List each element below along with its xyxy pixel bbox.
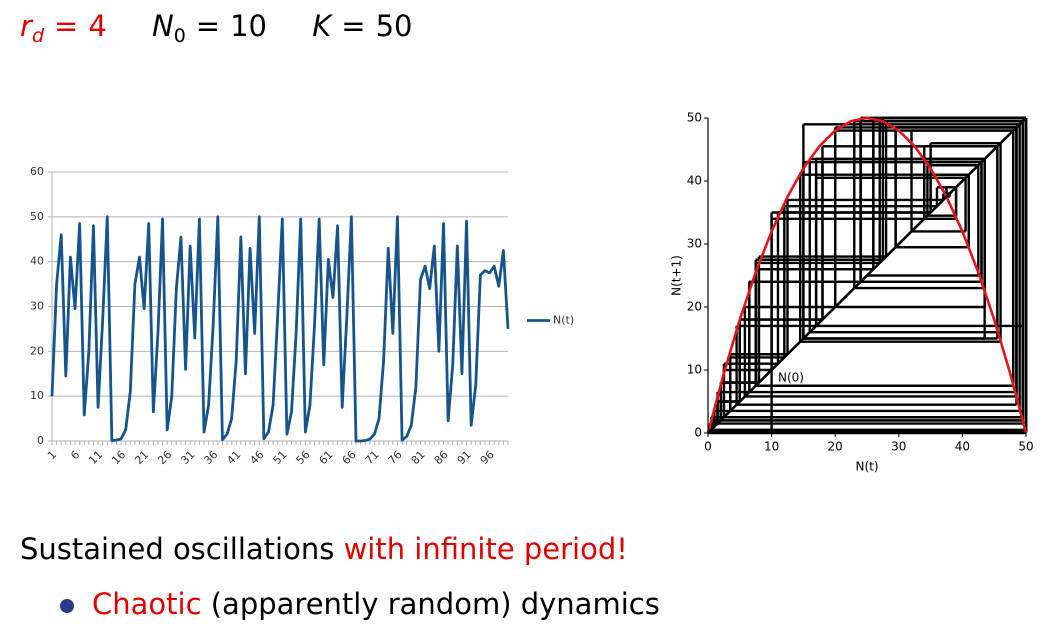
bullet — [60, 599, 74, 613]
y-tick-label: 40 — [30, 255, 44, 268]
x-tick-label: 41 — [224, 448, 243, 467]
x-tick-label: 46 — [247, 448, 266, 467]
x-tick-label: 86 — [432, 448, 451, 467]
x-tick-label: 56 — [293, 448, 312, 467]
curve — [706, 116, 1028, 434]
x-tick-label: 36 — [201, 448, 220, 467]
x-tick-label: 91 — [455, 448, 474, 467]
statement-text: Sustained oscillations — [20, 532, 344, 566]
param-value: 4 — [88, 9, 106, 43]
y-tick-label: 60 — [30, 165, 44, 178]
x-tick-label: 0 — [704, 440, 712, 454]
param-name: r — [20, 9, 34, 43]
y-tick-label: 10 — [687, 363, 702, 377]
y-tick-label: 10 — [30, 389, 44, 402]
param-value: 10 — [230, 9, 267, 43]
x-tick-label: 16 — [109, 448, 128, 467]
x-tick-label: 96 — [478, 448, 497, 467]
bullet-text: Chaotic (apparently random) dynamics — [92, 587, 660, 621]
y-tick-label: 50 — [687, 111, 702, 125]
bullet-plain: (apparently random) dynamics — [202, 587, 660, 621]
x-tick-label: 21 — [132, 448, 151, 467]
x-tick-label: 20 — [828, 440, 843, 454]
statement: Sustained oscillations with infinite per… — [20, 532, 628, 566]
x-tick-label: 50 — [1018, 440, 1033, 454]
param-eq: = — [196, 9, 220, 43]
x-tick-label: 40 — [955, 440, 970, 454]
x-tick-label: 1 — [45, 448, 59, 462]
statement-highlight: with infinite period! — [344, 532, 628, 566]
x-tick-label: 76 — [386, 448, 405, 467]
y-tick-label: 50 — [30, 210, 44, 223]
x-tick-label: 30 — [891, 440, 906, 454]
param-name: K — [312, 9, 333, 43]
y-tick-label: 40 — [687, 174, 702, 188]
y-tick-label: 20 — [687, 300, 702, 314]
x-tick-label: 51 — [270, 448, 289, 467]
annotation: N(0) — [778, 371, 804, 385]
x-tick-label: 26 — [155, 448, 174, 467]
y-tick-label: 30 — [30, 300, 44, 313]
x-tick-label: 6 — [68, 448, 82, 462]
x-tick-label: 10 — [764, 440, 779, 454]
x-tick-label: 71 — [363, 448, 382, 467]
y-tick-label: 20 — [30, 344, 44, 357]
y-axis-label: N(t+1) — [670, 255, 684, 296]
param-name: N — [152, 9, 174, 43]
y-tick-label: 0 — [37, 434, 44, 447]
data-line — [50, 215, 510, 443]
x-tick-label: 11 — [86, 448, 105, 467]
x-tick-label: 81 — [409, 448, 428, 467]
curve — [707, 117, 1027, 434]
param-eq: = — [54, 9, 78, 43]
legend-label: N(t) — [553, 314, 574, 327]
x-tick-label: 61 — [317, 448, 336, 467]
param-sub: 0 — [174, 25, 186, 47]
x-tick-label: 66 — [340, 448, 359, 467]
param-eq: = — [341, 9, 365, 43]
y-tick-label: 30 — [687, 237, 702, 251]
bullet-highlight: Chaotic — [92, 587, 202, 621]
x-axis-label: N(t) — [855, 460, 878, 474]
x-tick-label: 31 — [178, 448, 197, 467]
cobweb-chart: 0 10 20 30 40 50 0 10 20 30 40 50 N(t) N(t+1) N(0) — [670, 111, 1034, 474]
param-value: 50 — [376, 9, 413, 43]
y-tick-label: 0 — [694, 426, 702, 440]
param-sub: d — [32, 25, 45, 47]
header-params: rd = 4 N0 = 10 K = 50 — [20, 9, 412, 47]
